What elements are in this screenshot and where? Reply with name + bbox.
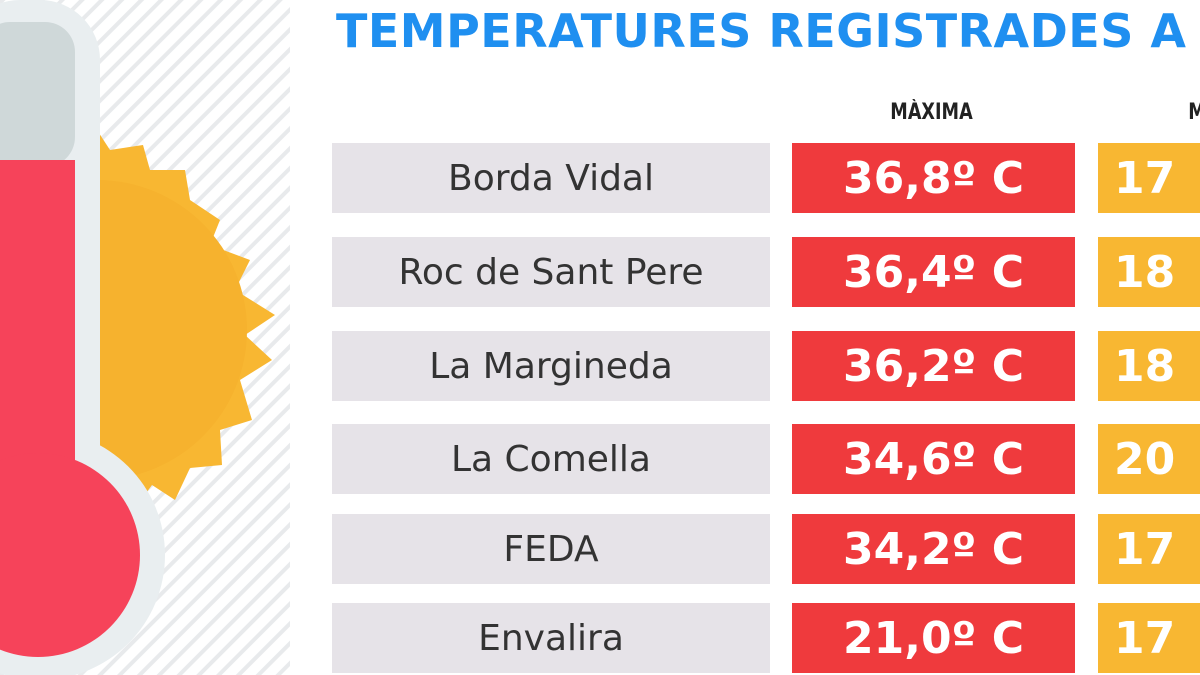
- max-temp: 36,2º C: [792, 331, 1075, 401]
- table-row: FEDA 34,2º C 17: [0, 514, 1200, 584]
- station-name: FEDA: [332, 514, 770, 584]
- min-temp: 20: [1098, 424, 1200, 494]
- min-temp: 17: [1098, 143, 1200, 213]
- table-row: La Comella 34,6º C 20: [0, 424, 1200, 494]
- min-temp: 17: [1098, 603, 1200, 673]
- station-name: La Comella: [332, 424, 770, 494]
- station-name: La Margineda: [332, 331, 770, 401]
- table-row: La Margineda 36,2º C 18: [0, 331, 1200, 401]
- min-temp: 18: [1098, 237, 1200, 307]
- table-row: Borda Vidal 36,8º C 17: [0, 143, 1200, 213]
- illustration: [0, 0, 290, 675]
- table-row: Envalira 21,0º C 17: [0, 603, 1200, 673]
- min-temp: 17: [1098, 514, 1200, 584]
- station-name: Envalira: [332, 603, 770, 673]
- thermometer-icon: [0, 0, 165, 675]
- column-header-min: M: [1188, 100, 1200, 125]
- max-temp: 34,2º C: [792, 514, 1075, 584]
- min-temp: 18: [1098, 331, 1200, 401]
- station-name: Borda Vidal: [332, 143, 770, 213]
- max-temp: 34,6º C: [792, 424, 1075, 494]
- station-name: Roc de Sant Pere: [332, 237, 770, 307]
- page-title: TEMPERATURES REGISTRADES A: [336, 4, 1187, 58]
- max-temp: 36,8º C: [792, 143, 1075, 213]
- column-header-max: MÀXIMA: [890, 100, 973, 125]
- max-temp: 21,0º C: [792, 603, 1075, 673]
- table-row: Roc de Sant Pere 36,4º C 18: [0, 237, 1200, 307]
- max-temp: 36,4º C: [792, 237, 1075, 307]
